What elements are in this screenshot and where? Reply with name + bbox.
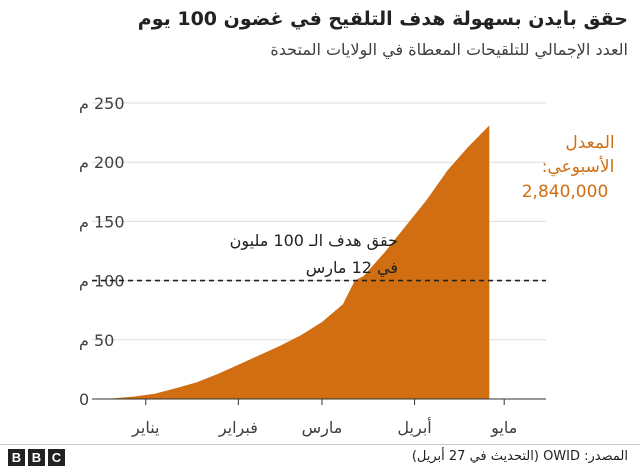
- logo-letter: B: [8, 449, 25, 466]
- y-tick-label: 0: [79, 390, 89, 409]
- chart-subtitle: العدد الإجمالي للتلقيحات المعطاة في الول…: [270, 40, 628, 59]
- y-tick-label: 150 م: [79, 212, 125, 231]
- weekly-rate-annotation: الأسبوعي:: [542, 156, 615, 177]
- y-tick-label: 250 م: [79, 94, 125, 113]
- x-tick-label: فبراير: [218, 418, 258, 438]
- logo-letter: C: [48, 449, 65, 466]
- weekly-rate-annotation: المعدل: [565, 133, 614, 153]
- bbc-logo: B B C: [8, 449, 65, 466]
- weekly-rate-annotation: 2,840,000: [522, 182, 609, 202]
- reference-label: في 12 مارس: [306, 258, 398, 278]
- chart-title: حقق بايدن بسهولة هدف التلقيح في غضون 100…: [137, 8, 628, 30]
- x-tick-label: أبريل: [397, 417, 431, 438]
- source-note: المصدر: OWID (التحديث في 27 أبريل): [411, 449, 628, 464]
- logo-letter: B: [28, 449, 45, 466]
- x-tick-label: مايو: [490, 418, 517, 438]
- x-tick-label: يناير: [131, 418, 159, 438]
- reference-label: حقق هدف الـ 100 مليون: [230, 231, 398, 251]
- footer-divider: [0, 444, 640, 445]
- x-tick-label: مارس: [302, 418, 343, 438]
- area-series: [92, 125, 490, 399]
- y-tick-label: 50 م: [79, 331, 114, 350]
- y-tick-label: 200 م: [79, 153, 125, 172]
